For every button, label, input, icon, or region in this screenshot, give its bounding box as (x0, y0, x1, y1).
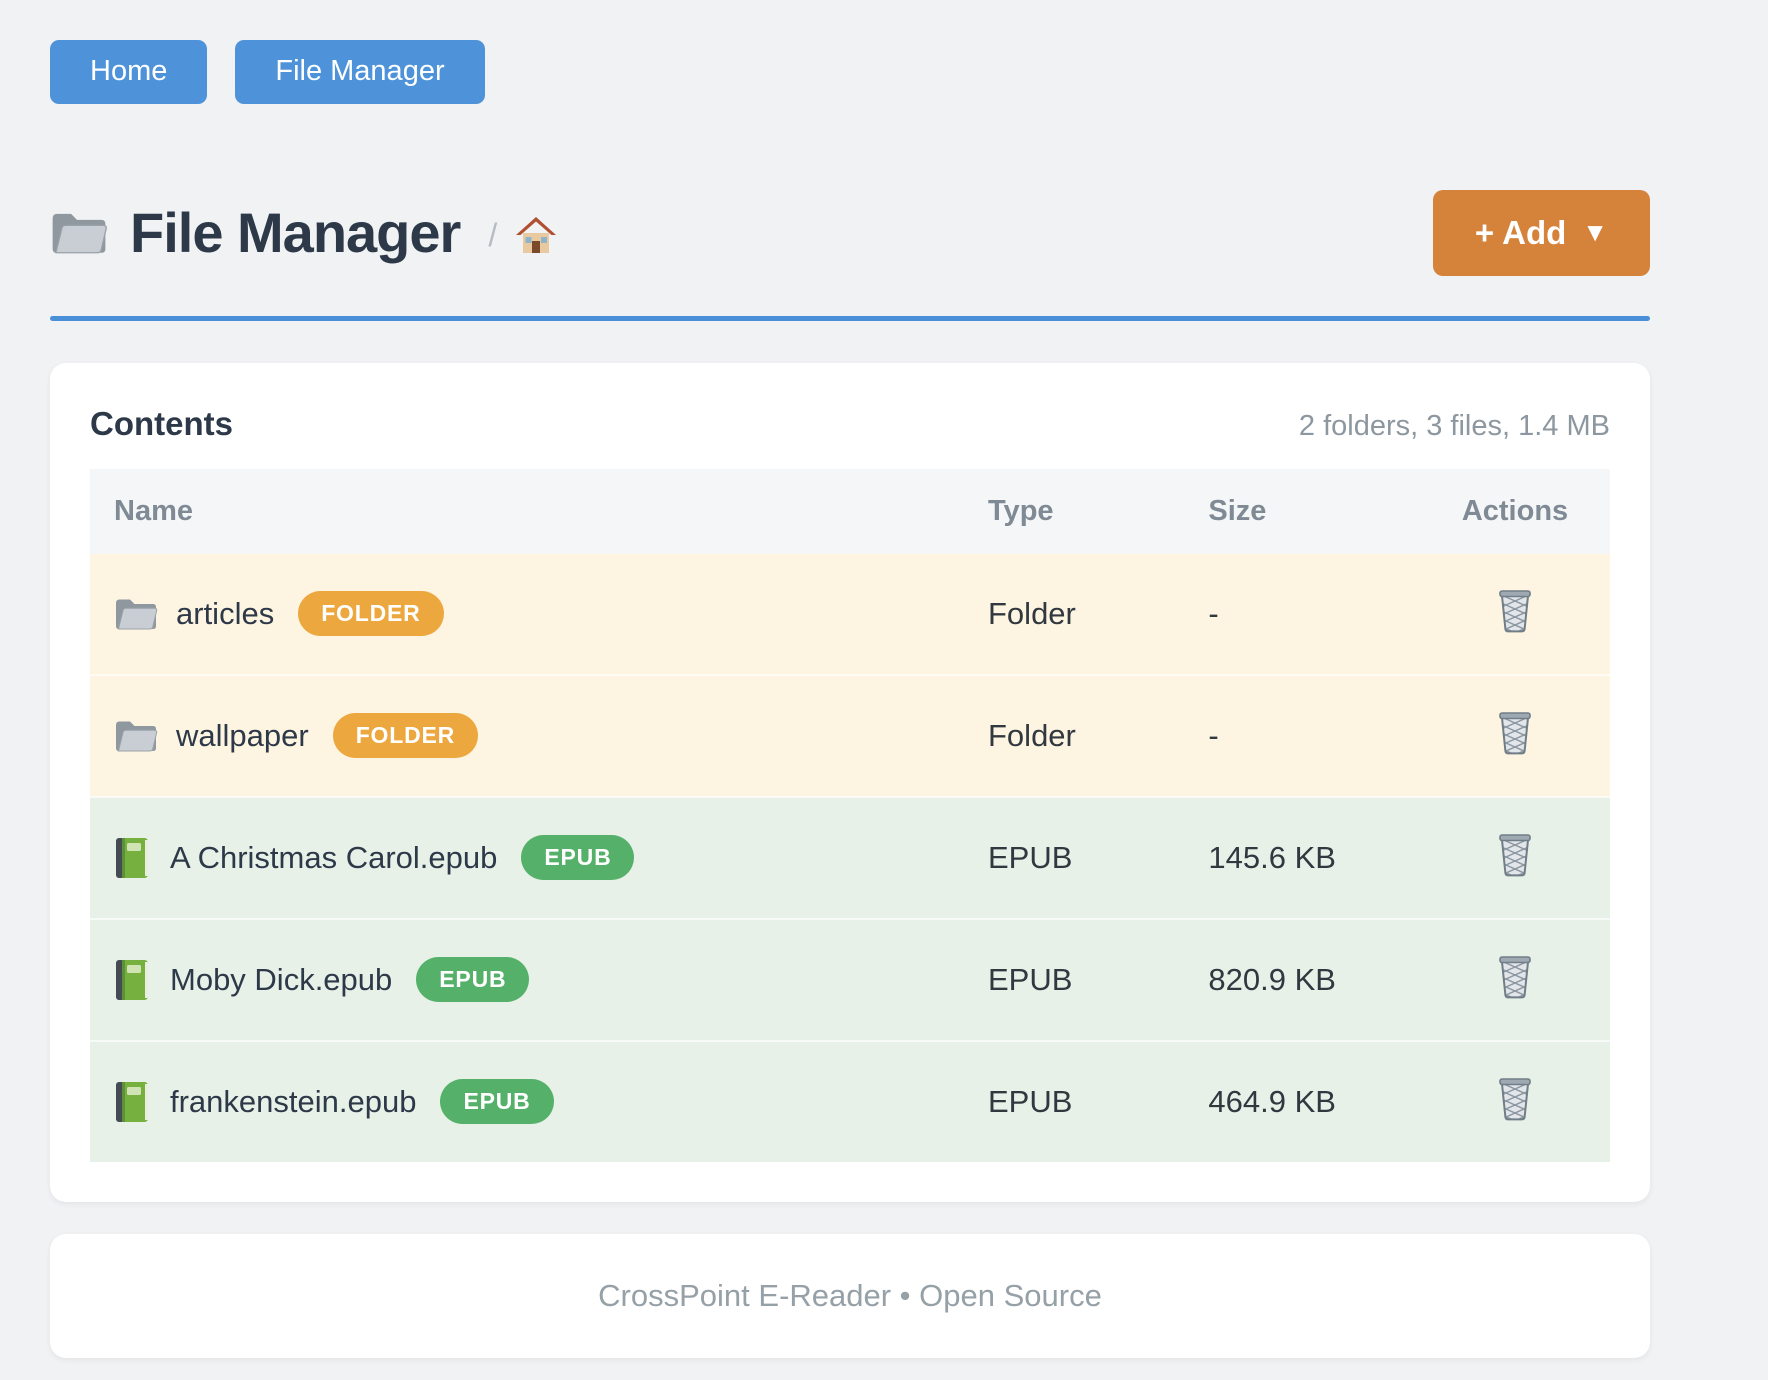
wastebasket-icon (1495, 709, 1535, 755)
page: Home File Manager File Manager / + Add ▼… (50, 0, 1650, 1358)
column-header-type: Type (964, 468, 1185, 554)
item-size: 820.9 KB (1208, 961, 1336, 997)
item-size: - (1208, 595, 1219, 631)
item-name[interactable]: frankenstein.epub (170, 1083, 417, 1119)
delete-button[interactable] (1495, 953, 1535, 999)
item-type: EPUB (988, 839, 1073, 875)
contents-summary: 2 folders, 3 files, 1.4 MB (1298, 409, 1610, 442)
item-name[interactable]: wallpaper (176, 717, 309, 753)
file-table: Name Type Size Actions articles FOLDER F… (90, 468, 1610, 1162)
table-row: Moby Dick.epub EPUB EPUB 820.9 KB (90, 918, 1610, 1041)
breadcrumb-home-button[interactable] (515, 215, 557, 258)
wastebasket-icon (1495, 953, 1535, 999)
green-book-icon (114, 836, 152, 880)
wastebasket-icon (1495, 587, 1535, 633)
footer-text: CrossPoint E-Reader • Open Source (598, 1277, 1102, 1313)
item-type: Folder (988, 717, 1076, 753)
folder-badge: FOLDER (332, 713, 479, 759)
table-header-row: Name Type Size Actions (90, 468, 1610, 554)
add-button[interactable]: + Add ▼ (1432, 189, 1650, 276)
delete-button[interactable] (1495, 831, 1535, 877)
folder-icon (50, 209, 108, 257)
item-size: 464.9 KB (1208, 1083, 1336, 1119)
nav-button-home[interactable]: Home (50, 40, 208, 104)
contents-heading: Contents (90, 404, 233, 442)
item-name[interactable]: Moby Dick.epub (170, 961, 393, 997)
page-title: File Manager (130, 201, 461, 265)
nav-button-file-manager[interactable]: File Manager (235, 40, 485, 104)
green-book-icon (114, 958, 152, 1002)
accent-divider (50, 315, 1650, 321)
delete-button[interactable] (1495, 1075, 1535, 1121)
table-row: frankenstein.epub EPUB EPUB 464.9 KB (90, 1040, 1610, 1162)
footer: CrossPoint E-Reader • Open Source (50, 1233, 1650, 1358)
green-book-icon (114, 1080, 152, 1124)
top-nav: Home File Manager (50, 40, 1650, 104)
item-size: - (1208, 717, 1219, 753)
epub-badge: EPUB (521, 835, 635, 881)
wastebasket-icon (1495, 831, 1535, 877)
delete-button[interactable] (1495, 587, 1535, 633)
add-button-label: + Add (1474, 213, 1567, 251)
contents-card-header: Contents 2 folders, 3 files, 1.4 MB (90, 405, 1610, 443)
epub-badge: EPUB (440, 1079, 554, 1125)
page-header: File Manager / + Add ▼ (50, 189, 1650, 276)
column-header-actions: Actions (1419, 468, 1610, 554)
contents-card: Contents 2 folders, 3 files, 1.4 MB Name… (50, 362, 1650, 1202)
epub-badge: EPUB (416, 957, 530, 1003)
item-name[interactable]: articles (176, 595, 275, 631)
folder-icon (114, 596, 158, 632)
table-row: articles FOLDER Folder - (90, 553, 1610, 675)
folder-badge: FOLDER (298, 591, 444, 637)
item-type: EPUB (988, 1083, 1073, 1119)
breadcrumb-separator: / (488, 217, 498, 254)
wastebasket-icon (1495, 1075, 1535, 1121)
item-type: Folder (988, 595, 1076, 631)
folder-icon (114, 718, 158, 754)
item-type: EPUB (988, 961, 1073, 997)
column-header-name: Name (90, 468, 964, 554)
table-row: wallpaper FOLDER Folder - (90, 674, 1610, 797)
title-group: File Manager / (50, 200, 557, 265)
house-icon (515, 215, 557, 255)
column-header-size: Size (1184, 468, 1420, 554)
item-size: 145.6 KB (1208, 839, 1336, 875)
chevron-down-icon: ▼ (1582, 217, 1608, 248)
table-row: A Christmas Carol.epub EPUB EPUB 145.6 K… (90, 796, 1610, 919)
delete-button[interactable] (1495, 709, 1535, 755)
item-name[interactable]: A Christmas Carol.epub (170, 839, 498, 875)
